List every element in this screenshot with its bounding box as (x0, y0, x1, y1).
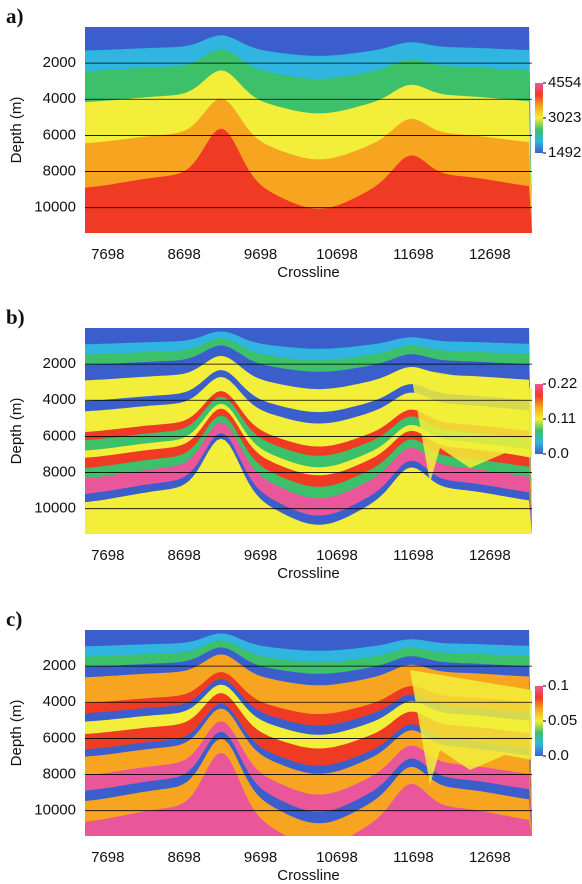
colorbar-tick-label: 1492 (548, 144, 581, 161)
section-image (85, 27, 532, 233)
x-axis-label: Crossline (277, 264, 340, 281)
y-tick-label: 4000 (43, 90, 76, 107)
colorbar (535, 384, 543, 454)
x-tick-label: 11698 (393, 547, 434, 564)
x-axis-label: Crossline (277, 565, 340, 582)
x-tick-label: 8698 (167, 246, 200, 263)
y-axis-label: Depth (m) (8, 97, 25, 164)
y-tick-label: 6000 (43, 427, 76, 444)
x-tick-label: 12698 (469, 849, 511, 866)
y-tick-label: 10000 (34, 199, 76, 216)
layer (85, 128, 532, 233)
fault-wedge (410, 368, 532, 483)
colorbar-tick-label: 4554 (548, 74, 581, 91)
y-tick-label: 8000 (43, 163, 76, 180)
x-tick-label: 10698 (316, 547, 358, 564)
y-tick-label: 10000 (34, 802, 76, 819)
layer (85, 752, 532, 836)
y-tick-label: 8000 (43, 766, 76, 783)
x-tick-label: 11698 (393, 849, 434, 866)
x-tick-label: 8698 (167, 547, 200, 564)
y-axis-label: Depth (m) (8, 700, 25, 767)
x-tick-label: 9698 (244, 547, 277, 564)
y-tick-label: 10000 (34, 500, 76, 517)
panel-label: a) (6, 4, 24, 28)
colorbar (535, 83, 543, 153)
panel: c) 2000 4000 6000 8000 10000 7698 8698 9698 10698… (6, 607, 577, 884)
y-tick-label: 2000 (43, 54, 76, 71)
x-tick-label: 9698 (244, 849, 277, 866)
section-image (85, 630, 532, 836)
x-tick-label: 12698 (469, 547, 511, 564)
x-tick-label: 11698 (393, 246, 434, 263)
colorbar (535, 686, 543, 756)
x-tick-label: 7698 (91, 547, 124, 564)
x-tick-label: 12698 (469, 246, 511, 263)
panel: a) 2000 4000 6000 8000 10000 7698 8698 9698 10698… (6, 4, 581, 281)
y-tick-label: 4000 (43, 391, 76, 408)
y-tick-label: 8000 (43, 464, 76, 481)
y-tick-label: 4000 (43, 693, 76, 710)
x-tick-label: 9698 (244, 246, 277, 263)
colorbar-tick-label: 0.11 (548, 410, 576, 427)
x-tick-label: 10698 (316, 246, 358, 263)
colorbar-tick-label: 0.0 (548, 747, 569, 764)
section-image (85, 328, 532, 534)
colorbar-tick-label: 3023 (548, 109, 581, 126)
x-tick-label: 7698 (91, 849, 124, 866)
y-tick-label: 2000 (43, 355, 76, 372)
x-tick-label: 7698 (91, 246, 124, 263)
colorbar-tick-label: 0.22 (548, 375, 577, 392)
panel-label: b) (6, 305, 25, 329)
x-tick-label: 10698 (316, 849, 358, 866)
x-tick-label: 8698 (167, 849, 200, 866)
x-axis-label: Crossline (277, 867, 340, 884)
colorbar-tick-label: 0.05 (548, 712, 577, 729)
layer (85, 438, 532, 534)
colorbar-tick-label: 0.0 (548, 445, 569, 462)
y-axis-label: Depth (m) (8, 398, 25, 465)
panel: b) 2000 4000 6000 8000 10000 7698 8698 9698 10698… (6, 305, 577, 582)
panel-label: c) (6, 607, 22, 631)
fault-wedge (410, 670, 532, 785)
colorbar-tick-label: 0.1 (548, 677, 569, 694)
y-tick-label: 6000 (43, 729, 76, 746)
y-tick-label: 6000 (43, 126, 76, 143)
y-tick-label: 2000 (43, 657, 76, 674)
